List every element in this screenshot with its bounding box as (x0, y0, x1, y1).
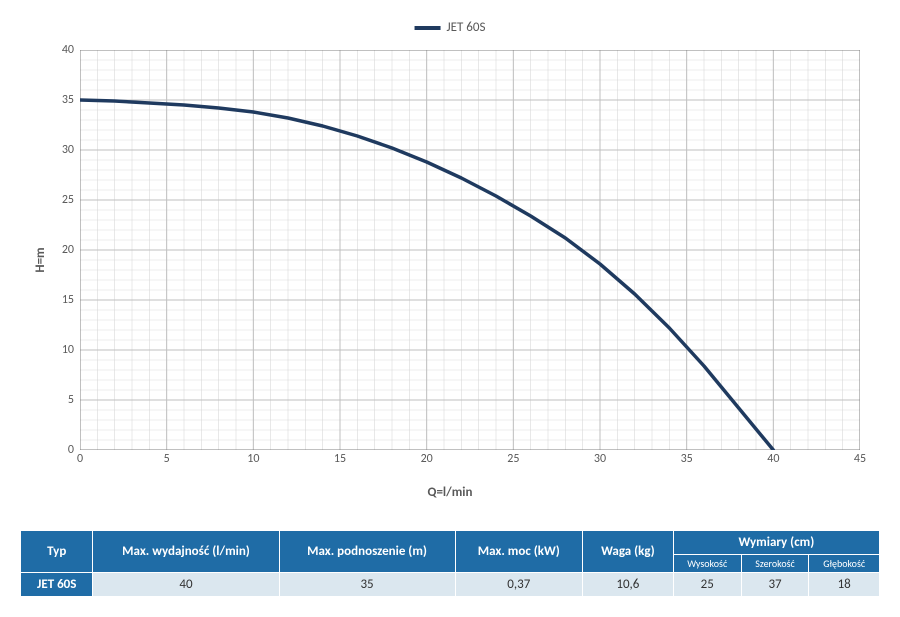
cell-typ: JET 60S (21, 573, 93, 597)
x-tick-label: 5 (164, 452, 170, 466)
chart-legend: JET 60S (415, 20, 486, 35)
col-glebokosc: Głębokość (809, 555, 880, 573)
col-waga: Waga (kg) (583, 531, 674, 573)
x-tick-label: 40 (767, 452, 779, 466)
cell-max-moc: 0,37 (455, 573, 582, 597)
plot-svg (80, 50, 860, 450)
y-tick-label: 0 (50, 443, 74, 457)
y-tick-label: 40 (50, 43, 74, 57)
y-tick-label: 15 (50, 293, 74, 307)
x-tick-label: 45 (854, 452, 866, 466)
y-tick-label: 30 (50, 143, 74, 157)
col-max-podn: Max. podnoszenie (m) (279, 531, 455, 573)
x-tick-label: 15 (334, 452, 346, 466)
cell-waga: 10,6 (583, 573, 674, 597)
plot-area (80, 50, 860, 450)
y-tick-label: 20 (50, 243, 74, 257)
y-tick-label: 5 (50, 393, 74, 407)
x-tick-label: 25 (507, 452, 519, 466)
pump-curve-chart: JET 60S H=m 0 5 10 15 20 25 30 35 40 0 5 10 15 20 25 3… (20, 20, 880, 500)
x-tick-label: 10 (247, 452, 259, 466)
col-szerokosc: Szerokość (741, 555, 809, 573)
x-tick-label: 20 (421, 452, 433, 466)
cell-glebokosc: 18 (809, 573, 880, 597)
x-axis-title: Q=l/min (428, 485, 473, 500)
cell-wysokosc: 25 (673, 573, 741, 597)
x-tick-label: 35 (681, 452, 693, 466)
spec-table: Typ Max. wydajność (l/min) Max. podnosze… (20, 530, 880, 597)
y-tick-label: 35 (50, 93, 74, 107)
cell-max-wyd: 40 (93, 573, 279, 597)
table-header-row: Typ Max. wydajność (l/min) Max. podnosze… (21, 531, 880, 555)
col-max-moc: Max. moc (kW) (455, 531, 582, 573)
y-axis-ticks: 0510152025303540 (50, 50, 78, 450)
col-max-wyd: Max. wydajność (l/min) (93, 531, 279, 573)
y-tick-label: 25 (50, 193, 74, 207)
x-tick-label: 0 (77, 452, 83, 466)
y-axis-title: H=m (33, 247, 48, 272)
col-typ: Typ (21, 531, 93, 573)
col-wymiary: Wymiary (cm) (673, 531, 879, 555)
cell-szerokosc: 37 (741, 573, 809, 597)
legend-swatch (415, 26, 441, 30)
x-axis-ticks: 051015202530354045 (80, 452, 860, 472)
y-tick-label: 10 (50, 343, 74, 357)
cell-max-podn: 35 (279, 573, 455, 597)
table-row: JET 60S 40 35 0,37 10,6 25 37 18 (21, 573, 880, 597)
col-wysokosc: Wysokość (673, 555, 741, 573)
x-tick-label: 30 (594, 452, 606, 466)
legend-label: JET 60S (447, 20, 486, 35)
